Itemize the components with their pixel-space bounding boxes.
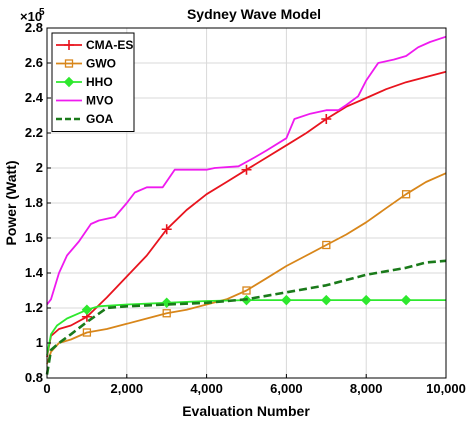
chart-title: Sydney Wave Model <box>187 6 321 22</box>
x-tick-label: 10,000 <box>426 381 466 396</box>
series-hho <box>46 294 446 356</box>
y-tick-label: 2 <box>36 160 43 175</box>
y-tick-label: 1.2 <box>25 300 43 315</box>
series-mvo <box>46 35 447 306</box>
y-tick-label: 1.8 <box>25 195 43 210</box>
y-tick-label: 1 <box>36 335 43 350</box>
ticks: 0 2,000 4,000 6,000 8,000 10,000 0.8 1 1.2 1.4 1.6… <box>25 20 466 396</box>
series-marker-gwo <box>242 286 251 295</box>
series-marker-gwo <box>401 190 411 199</box>
series-marker-gwo <box>162 309 171 318</box>
series-goa <box>45 259 447 375</box>
series-layer <box>45 35 447 375</box>
y-tick-label: 2.6 <box>25 55 43 70</box>
x-tick-label: 2,000 <box>111 381 144 396</box>
y-tick-label: 2.8 <box>25 20 43 35</box>
series-marker-gwo <box>82 328 92 337</box>
legend-marker-hho <box>63 76 75 88</box>
legend-item-mvo: MVO <box>56 94 113 108</box>
y-tick-label: 0.8 <box>25 370 43 385</box>
legend-item-goa: GOA <box>56 112 114 126</box>
y-multiplier-base: ×10 <box>20 9 42 24</box>
legend-marker-gwo <box>64 59 74 68</box>
series-marker-hho <box>400 294 412 306</box>
legend: CMA-ES GWO HHO MVO GOA <box>51 32 135 132</box>
legend-label-gwo: GWO <box>86 57 116 71</box>
legend-label-goa: GOA <box>86 112 114 126</box>
legend-marker-cma-es <box>64 40 74 50</box>
y-multiplier-label: ×10 5 <box>20 7 45 24</box>
series-gwo <box>46 172 447 365</box>
series-line-gwo <box>46 172 447 365</box>
y-axis-label: Power (Watt) <box>3 160 19 245</box>
y-tick-label: 1.4 <box>25 265 44 280</box>
series-marker-hho <box>321 294 332 306</box>
legend-item-hho: HHO <box>56 75 113 89</box>
y-tick-label: 2.2 <box>25 125 43 140</box>
series-cma-es <box>46 70 447 358</box>
legend-item-cma-es: CMA-ES <box>56 38 133 52</box>
y-tick-label: 2.4 <box>25 90 44 105</box>
x-tick-label: 0 <box>43 381 50 396</box>
legend-label-hho: HHO <box>86 75 113 89</box>
series-line-mvo <box>46 35 447 306</box>
legend-item-gwo: GWO <box>56 57 116 71</box>
x-tick-label: 4,000 <box>190 381 223 396</box>
x-axis-label: Evaluation Number <box>182 403 310 419</box>
series-marker-cma-es <box>321 114 332 124</box>
legend-label-mvo: MVO <box>86 94 113 108</box>
series-marker-hho <box>81 304 93 315</box>
series-marker-cma-es <box>161 224 172 235</box>
y-tick-label: 1.6 <box>25 230 43 245</box>
legend-label-cma-es: CMA-ES <box>86 38 133 52</box>
x-tick-label: 8,000 <box>350 381 383 396</box>
series-marker-gwo <box>322 240 331 250</box>
series-line-goa <box>45 259 447 375</box>
series-line-cma-es <box>46 70 447 358</box>
series-marker-cma-es <box>241 164 252 175</box>
y-multiplier-exponent: 5 <box>39 7 45 18</box>
x-tick-label: 6,000 <box>270 381 303 396</box>
series-marker-hho <box>360 294 372 306</box>
series-line-hho <box>46 299 446 356</box>
series-marker-hho <box>281 294 292 306</box>
